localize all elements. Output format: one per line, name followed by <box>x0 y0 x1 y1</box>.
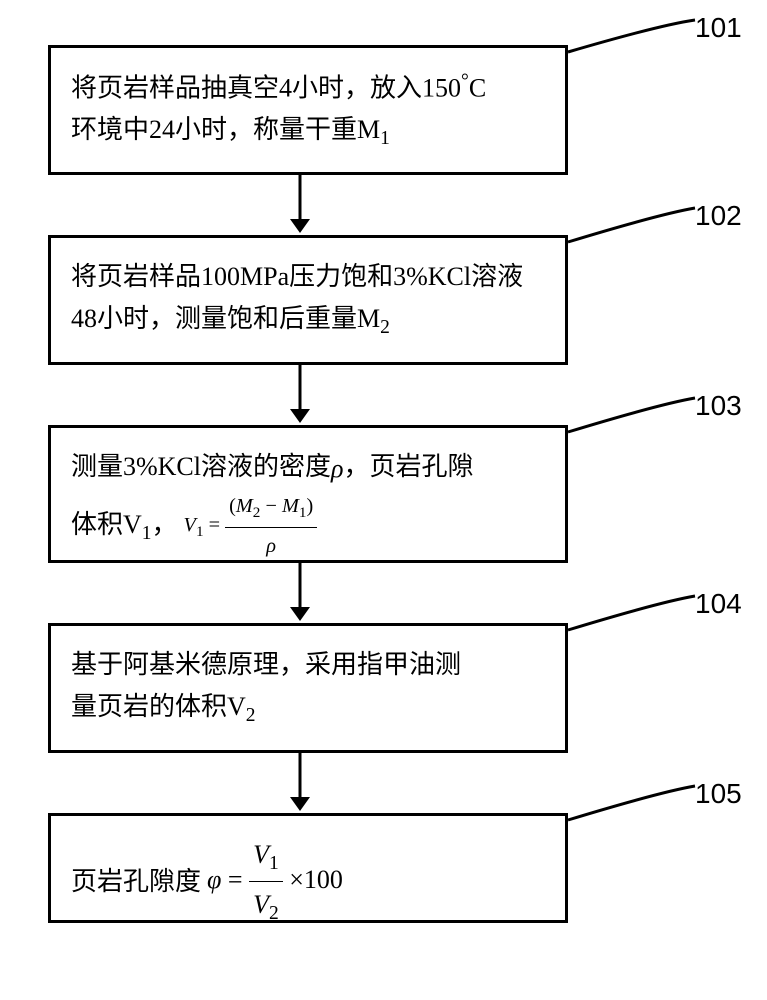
step-104-line1: 基于阿基米德原理，采用指甲油测 <box>71 644 545 686</box>
formula-v1: V1 = (M2 − M1) ρ <box>184 490 318 563</box>
step-101-line1: 将页岩样品抽真空4小时，放入150°C <box>71 66 545 109</box>
label-101: 101 <box>695 12 742 44</box>
step-105-line1: 页岩孔隙度 φ = V1 V2 ×100 <box>71 834 545 930</box>
step-box-105: 页岩孔隙度 φ = V1 V2 ×100 <box>48 813 568 923</box>
formula-phi: φ = V1 V2 ×100 <box>207 834 343 930</box>
step-104-line2: 量页岩的体积V2 <box>71 686 545 731</box>
step-103-line1: 测量3%KCl溶液的密度ρ，页岩孔隙 <box>71 446 545 490</box>
step-102-line2: 48小时，测量饱和后重量M2 <box>71 298 545 343</box>
label-105: 105 <box>695 778 742 810</box>
label-103: 103 <box>695 390 742 422</box>
step-box-101: 将页岩样品抽真空4小时，放入150°C 环境中24小时，称量干重M1 <box>48 45 568 175</box>
label-102: 102 <box>695 200 742 232</box>
step-box-103: 测量3%KCl溶液的密度ρ，页岩孔隙 体积V1， V1 = (M2 − M1) … <box>48 425 568 563</box>
step-101-line2: 环境中24小时，称量干重M1 <box>71 109 545 154</box>
label-104: 104 <box>695 588 742 620</box>
step-box-102: 将页岩样品100MPa压力饱和3%KCl溶液 48小时，测量饱和后重量M2 <box>48 235 568 365</box>
diagram-canvas: 将页岩样品抽真空4小时，放入150°C 环境中24小时，称量干重M1 将页岩样品… <box>0 0 767 1000</box>
step-box-104: 基于阿基米德原理，采用指甲油测 量页岩的体积V2 <box>48 623 568 753</box>
step-103-line2: 体积V1， V1 = (M2 − M1) ρ <box>71 490 545 563</box>
step-102-line1: 将页岩样品100MPa压力饱和3%KCl溶液 <box>71 256 545 298</box>
